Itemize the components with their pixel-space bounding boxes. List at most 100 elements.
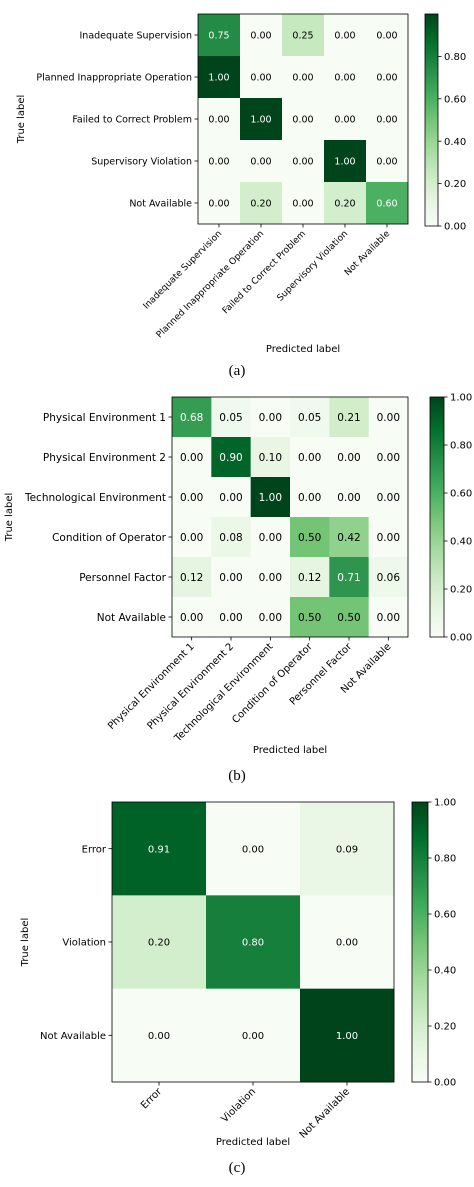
heatmap-cell — [329, 557, 369, 598]
x-tick-label: Violation — [220, 1086, 259, 1125]
cell-value: 0.12 — [180, 572, 203, 584]
heatmap-cell — [324, 14, 367, 57]
heatmap-cell — [250, 397, 291, 438]
cell-value: 0.00 — [208, 114, 229, 125]
cell-value: 0.00 — [334, 114, 355, 125]
heatmap-cell — [300, 988, 395, 1083]
heatmap-cell — [290, 517, 330, 558]
colorbar-tick-label: 0.20 — [444, 179, 466, 190]
heatmap-cell — [329, 397, 369, 438]
x-tick-label: Error — [139, 1086, 165, 1112]
colorbar-tick-label: 1.00 — [450, 393, 472, 404]
colorbar-tick-label: 0.40 — [444, 137, 466, 148]
colorbar — [411, 801, 429, 1083]
cell-value: 0.00 — [180, 612, 203, 624]
cell-value: 0.00 — [298, 492, 321, 504]
cell-value: 0.00 — [334, 30, 355, 41]
heatmap-cell — [366, 14, 409, 57]
heatmap-cell — [290, 557, 330, 598]
heatmap-cell — [198, 182, 241, 225]
x-tick-label: Supervisory Violation — [276, 229, 351, 304]
heatmap-cell — [324, 98, 367, 141]
heatmap-cell — [172, 557, 212, 598]
heatmap-cell — [240, 182, 283, 225]
cell-value: 0.50 — [298, 532, 321, 544]
heatmap-cell — [240, 140, 283, 183]
x-tick-label: Condition of Operator — [230, 641, 315, 726]
y-tick-label: Personnel Factor — [79, 572, 166, 584]
colorbar-tick-label: 0.00 — [434, 1078, 456, 1089]
heatmap-cell — [250, 437, 291, 478]
colorbar-tick-label: 0.80 — [450, 441, 472, 452]
y-tick-label: Supervisory Violation — [91, 156, 192, 167]
cell-value: 1.00 — [334, 156, 355, 167]
cell-value: 0.00 — [377, 612, 400, 624]
colorbar-tick-label: 1.00 — [434, 798, 456, 809]
heatmap-cell — [240, 56, 283, 99]
cell-value: 0.90 — [219, 452, 242, 464]
colorbar-tick-label: 0.20 — [450, 585, 472, 596]
y-tick-label: Error — [82, 844, 107, 855]
cell-value: 0.00 — [250, 72, 271, 83]
colorbar — [429, 396, 445, 638]
cell-value: 0.00 — [376, 30, 397, 41]
figure-caption: (c) — [229, 1160, 246, 1176]
y-axis-label: True label — [16, 95, 27, 145]
heatmap-cell — [211, 397, 251, 438]
heatmap-cell — [240, 14, 283, 57]
y-tick-label: Not Available — [129, 198, 192, 209]
plot-frame — [171, 396, 409, 638]
heatmap-cell — [282, 140, 325, 183]
heatmap-cell — [368, 517, 409, 558]
cell-value: 1.00 — [208, 72, 229, 83]
cell-value: 0.00 — [377, 532, 400, 544]
cell-value: 0.05 — [219, 412, 242, 424]
y-tick-label: Technological Environment — [24, 492, 166, 504]
heatmap-cell — [172, 477, 212, 518]
heatmap-cell — [250, 477, 291, 518]
heatmap-cell — [172, 517, 212, 558]
cell-value: 0.00 — [208, 156, 229, 167]
heatmap-cell — [250, 557, 291, 598]
heatmap-cell — [198, 98, 241, 141]
y-tick-label: Failed to Correct Problem — [72, 114, 192, 125]
heatmap-cell — [290, 397, 330, 438]
heatmap-cell — [282, 56, 325, 99]
cell-value: 0.50 — [298, 612, 321, 624]
cell-value: 0.00 — [292, 156, 313, 167]
cell-value: 1.00 — [250, 114, 271, 125]
heatmap-cell — [329, 597, 369, 638]
heatmap-cell — [211, 477, 251, 518]
heatmap-cell — [172, 597, 212, 638]
cell-value: 0.60 — [376, 198, 397, 209]
colorbar-tick-label: 0.00 — [450, 633, 472, 644]
cell-value: 0.42 — [337, 532, 360, 544]
heatmap-cell — [329, 437, 369, 478]
confusion-matrix-a: 0.75 0.00 0.25 0.00 0.00 1.00 0.00 0.00 0.00 0.00… — [16, 13, 466, 379]
cell-value: 0.00 — [180, 452, 203, 464]
heatmap-cell — [368, 477, 409, 518]
cell-value: 0.00 — [334, 72, 355, 83]
cell-value: 0.00 — [208, 198, 229, 209]
cell-value: 0.25 — [292, 30, 313, 41]
y-tick-label: Condition of Operator — [52, 532, 167, 544]
confusion-matrix-b: 0.68 0.05 0.00 0.05 0.21 0.00 0.00 0.90 0.10 0.00… — [4, 393, 472, 784]
colorbar-tick-label: 0.20 — [434, 1022, 456, 1033]
heatmap-cell — [206, 802, 301, 896]
heatmap-cell — [329, 517, 369, 558]
x-tick-label: Not Available — [298, 1086, 352, 1140]
heatmap-cell — [324, 140, 367, 183]
colorbar-tick-label: 0.60 — [444, 94, 466, 105]
figure-caption: (b) — [228, 768, 246, 784]
heatmap-cell — [112, 802, 207, 896]
y-tick-label: Not Available — [40, 1031, 106, 1042]
heatmap-cell — [211, 557, 251, 598]
heatmap-cell — [198, 14, 241, 57]
heatmap-cell — [112, 895, 207, 989]
heatmap-cell — [172, 437, 212, 478]
figure-caption: (a) — [229, 363, 246, 379]
heatmap-cell — [366, 98, 409, 141]
cell-value: 0.20 — [250, 198, 271, 209]
y-tick-label: Planned Inappropriate Operation — [36, 72, 192, 83]
